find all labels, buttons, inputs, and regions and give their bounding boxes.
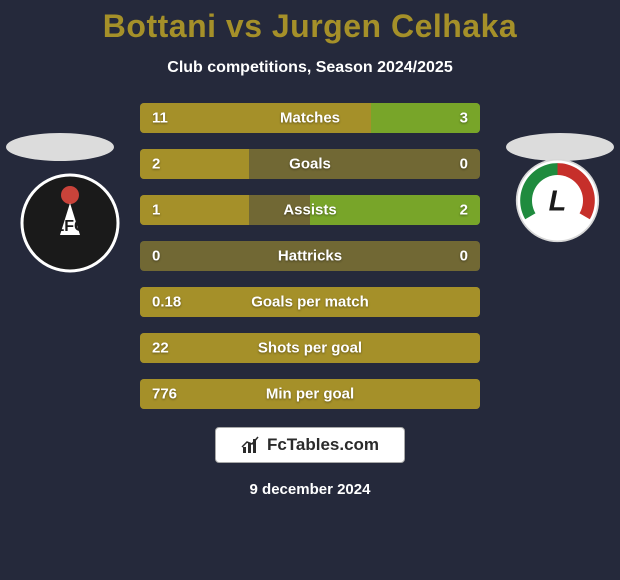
stat-row: 0.18 Goals per match (140, 287, 480, 317)
stat-row: 0 Hattricks 0 (140, 241, 480, 271)
stat-label: Goals (289, 156, 331, 173)
page-title: Bottani vs Jurgen Celhaka (0, 8, 620, 45)
stat-value-left: 776 (152, 386, 177, 403)
stat-label: Matches (280, 110, 340, 127)
stat-label: Assists (283, 202, 336, 219)
comparison-card: Bottani vs Jurgen Celhaka Club competiti… (0, 0, 620, 580)
stats-area: LFC L 11 Matches 3 (0, 103, 620, 409)
stat-value-left: 22 (152, 340, 169, 357)
club-crest-left-inner: LFC (20, 173, 120, 273)
stat-value-right: 2 (460, 202, 468, 219)
stat-value-left: 1 (152, 202, 160, 219)
stat-rows: 11 Matches 3 2 Goals 0 1 Assists 2 (140, 103, 480, 409)
player-halo-left (6, 133, 114, 161)
stat-label: Shots per goal (258, 340, 362, 357)
stat-value-left: 11 (152, 110, 168, 127)
stat-row: 11 Matches 3 (140, 103, 480, 133)
stat-row: 22 Shots per goal (140, 333, 480, 363)
club-crest-left: LFC (20, 173, 120, 273)
stat-label: Min per goal (266, 386, 354, 403)
stat-value-right: 0 (460, 248, 468, 265)
svg-text:LFC: LFC (54, 218, 86, 235)
stat-label: Goals per match (251, 294, 369, 311)
club-crest-right-svg: L (515, 158, 600, 243)
svg-text:L: L (549, 186, 567, 218)
stat-value-left: 0 (152, 248, 160, 265)
club-crest-right-inner: L (515, 158, 600, 243)
fctables-label: FcTables.com (267, 435, 379, 455)
stat-row: 2 Goals 0 (140, 149, 480, 179)
stat-value-left: 0.18 (152, 294, 181, 311)
stat-value-right: 0 (460, 156, 468, 173)
stat-row: 1 Assists 2 (140, 195, 480, 225)
stat-value-left: 2 (152, 156, 160, 173)
fctables-badge[interactable]: FcTables.com (215, 427, 405, 463)
club-crest-left-svg: LFC (20, 173, 120, 273)
subtitle: Club competitions, Season 2024/2025 (0, 59, 620, 77)
date-text: 9 december 2024 (0, 481, 620, 498)
player-halo-right (506, 133, 614, 161)
bar-chart-icon (241, 435, 261, 455)
stat-label: Hattricks (278, 248, 342, 265)
club-crest-right: L (515, 158, 600, 243)
stat-row: 776 Min per goal (140, 379, 480, 409)
stat-value-right: 3 (460, 110, 468, 127)
